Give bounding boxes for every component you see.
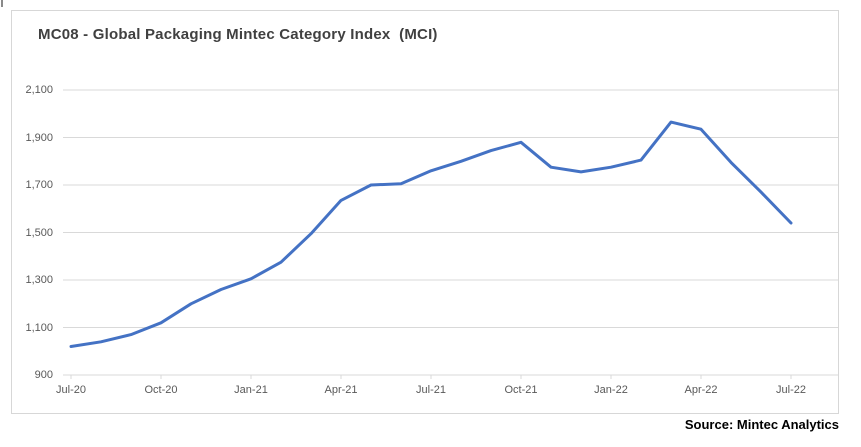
chart-title: MC08 - Global Packaging Mintec Category … — [38, 26, 438, 43]
y-tick-label: 1,500 — [25, 226, 53, 239]
x-tick-label: Apr-22 — [684, 384, 718, 396]
x-tick-label: Jul-22 — [776, 384, 806, 396]
index-line-series — [69, 120, 793, 348]
x-tick-label: Jan-22 — [594, 384, 628, 396]
x-tick-label: Jan-21 — [234, 384, 268, 396]
x-tick-label: Oct-20 — [144, 384, 178, 396]
y-tick-label: 1,100 — [25, 321, 53, 334]
source-caption: Source: Mintec Analytics — [684, 417, 839, 432]
y-tick-label: 1,300 — [25, 274, 53, 286]
chart-container: MC08 - Global Packaging Mintec Category … — [11, 10, 839, 414]
y-tick-label: 2,100 — [25, 84, 53, 96]
x-tick-label: Jul-21 — [416, 384, 446, 396]
y-tick-label: 900 — [34, 369, 53, 381]
line-chart-plot — [63, 89, 838, 379]
x-tick-label: Oct-21 — [504, 384, 538, 396]
x-tick-label: Jul-20 — [56, 384, 86, 396]
y-tick-label: 1,700 — [25, 179, 53, 191]
y-tick-label: 1,900 — [25, 131, 53, 144]
screenshot-artifact — [1, 0, 3, 7]
x-tick-label: Apr-21 — [324, 384, 358, 396]
